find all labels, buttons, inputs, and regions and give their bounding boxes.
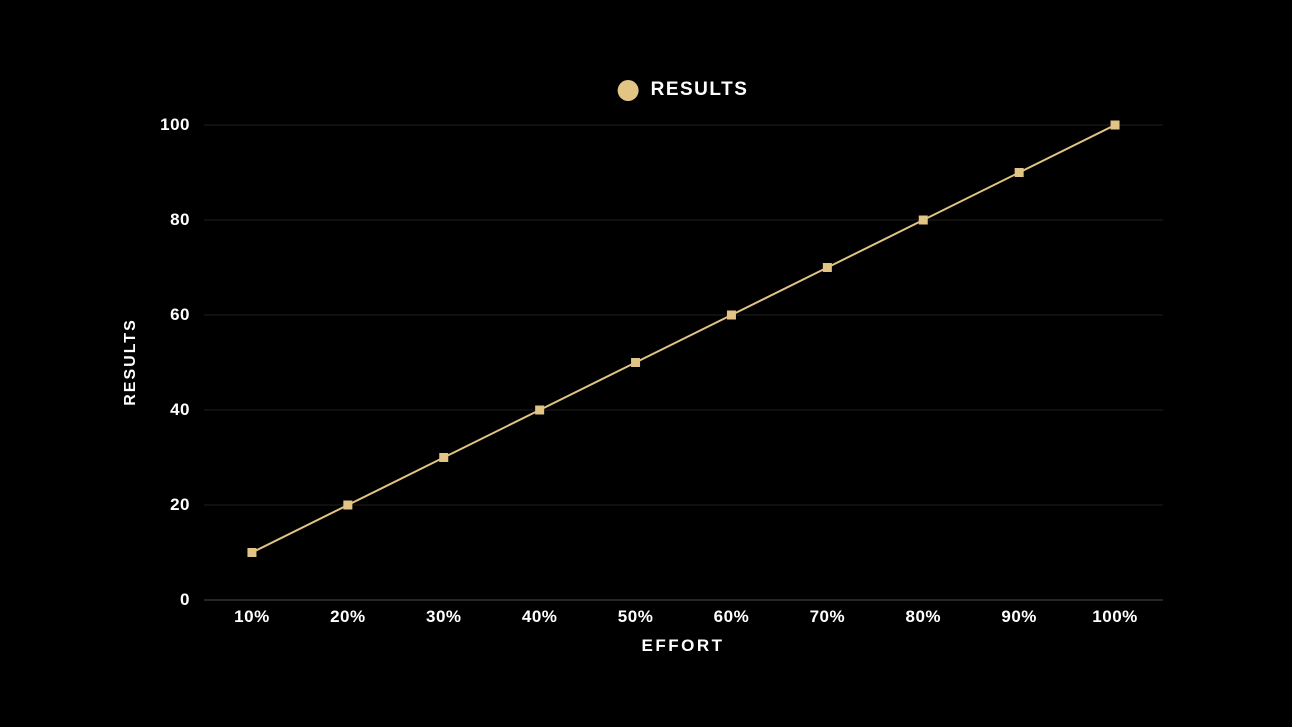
data-point-marker <box>918 215 928 225</box>
legend-marker-icon <box>617 79 639 101</box>
series-line <box>251 124 1116 554</box>
data-point-marker <box>631 358 641 367</box>
data-point-marker <box>439 453 449 462</box>
x-axis-title: EFFORT <box>641 636 725 655</box>
y-tick-label: 100 <box>160 115 190 134</box>
x-tick-label: 30% <box>425 607 462 626</box>
y-tick-label: 40 <box>170 400 190 419</box>
x-tick-label: 80% <box>905 607 942 626</box>
x-tick-label: 20% <box>330 607 366 626</box>
x-tick-label: 70% <box>809 607 846 626</box>
legend: RESULTS <box>617 79 749 101</box>
x-tick-label: 40% <box>521 607 558 626</box>
data-point-marker <box>343 500 353 510</box>
x-tick-label: 10% <box>234 607 270 626</box>
data-point-marker <box>822 263 832 272</box>
x-tick-label: 50% <box>617 607 654 626</box>
y-axis-title: RESULTS <box>122 318 139 406</box>
data-point-marker <box>1014 168 1024 177</box>
data-point-marker <box>726 310 736 320</box>
x-tick-label: 90% <box>1001 607 1037 626</box>
x-tick-label: 60% <box>713 607 750 626</box>
y-tick-label: 20 <box>170 495 190 514</box>
data-point-marker <box>1110 120 1120 130</box>
y-tick-label: 80 <box>170 210 190 229</box>
x-tick-label: 100% <box>1092 607 1138 626</box>
y-tick-label: 60 <box>170 305 190 324</box>
y-tick-label: 0 <box>180 590 190 609</box>
data-point-marker <box>535 405 545 415</box>
data-point-marker <box>247 548 257 557</box>
legend-label: RESULTS <box>650 79 749 100</box>
